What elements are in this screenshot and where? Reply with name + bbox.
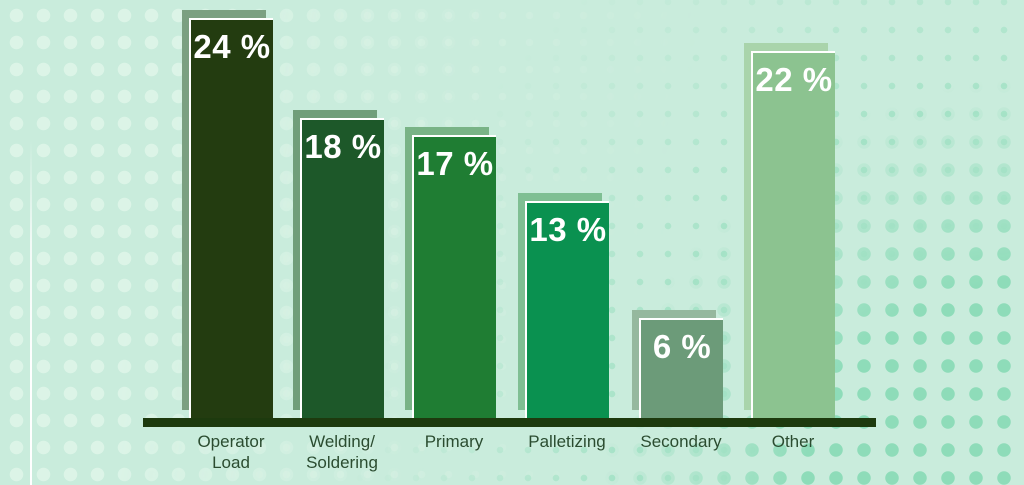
- bar: 6 %: [639, 318, 723, 418]
- bar-value-label: 18 %: [304, 128, 382, 165]
- bar-group: 24 %: [182, 10, 273, 418]
- bar: 13 %: [525, 201, 609, 418]
- bar-category-label: Secondary: [640, 432, 722, 451]
- bar-value-label: 13 %: [529, 211, 607, 248]
- bar: 17 %: [412, 135, 496, 418]
- bar-category-label: Primary: [424, 432, 484, 451]
- x-axis-baseline: [143, 418, 876, 427]
- bar: 22 %: [751, 51, 835, 418]
- bar-category-label: Other: [771, 432, 815, 451]
- bar-category-label: Welding/ Soldering: [306, 432, 378, 472]
- bar-group: 6 %: [632, 310, 723, 418]
- vertical-divider-line: [30, 140, 32, 485]
- bar-category-label: Operator Load: [197, 432, 265, 472]
- bar-category-label: Palletizing: [528, 432, 606, 451]
- bar-value-label: 17 %: [416, 145, 494, 182]
- bar: 24 %: [189, 18, 273, 418]
- bar-value-label: 6 %: [652, 328, 712, 365]
- bar-group: 22 %: [744, 43, 835, 418]
- bar-value-label: 22 %: [755, 61, 833, 98]
- bar-group: 18 %: [293, 110, 384, 418]
- bar: 18 %: [300, 118, 384, 418]
- bar-group: 13 %: [518, 193, 609, 418]
- bar-value-label: 24 %: [193, 28, 271, 65]
- bar-group: 17 %: [405, 127, 496, 418]
